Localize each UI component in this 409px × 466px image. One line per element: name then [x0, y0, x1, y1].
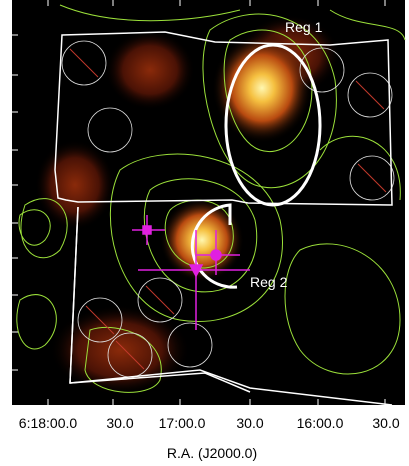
region-label: Reg 1 [285, 19, 323, 35]
emission-blob [105, 30, 195, 110]
x-tick-label: 30.0 [372, 415, 399, 431]
x-axis-title: R.A. (J2000.0) [167, 445, 257, 461]
x-tick-label: 16:00.0 [297, 415, 344, 431]
x-tick-label: 17:00.0 [159, 415, 206, 431]
sky-image [12, 0, 405, 405]
region-label: Reg 2 [250, 274, 288, 290]
x-tick-label: 30.0 [106, 415, 133, 431]
x-tick-label: 6:18:00.0 [19, 415, 78, 431]
source-marker [211, 250, 221, 260]
x-tick-labels: 6:18:00.0 30.0 17:00.0 30.0 16:00.0 30.0 [19, 415, 400, 431]
x-tick-label: 30.0 [236, 415, 263, 431]
source-marker [143, 226, 151, 234]
figure: Reg 1 Reg 2 6:18:00.0 30.0 17:00.0 30.0 16:0… [0, 0, 409, 466]
